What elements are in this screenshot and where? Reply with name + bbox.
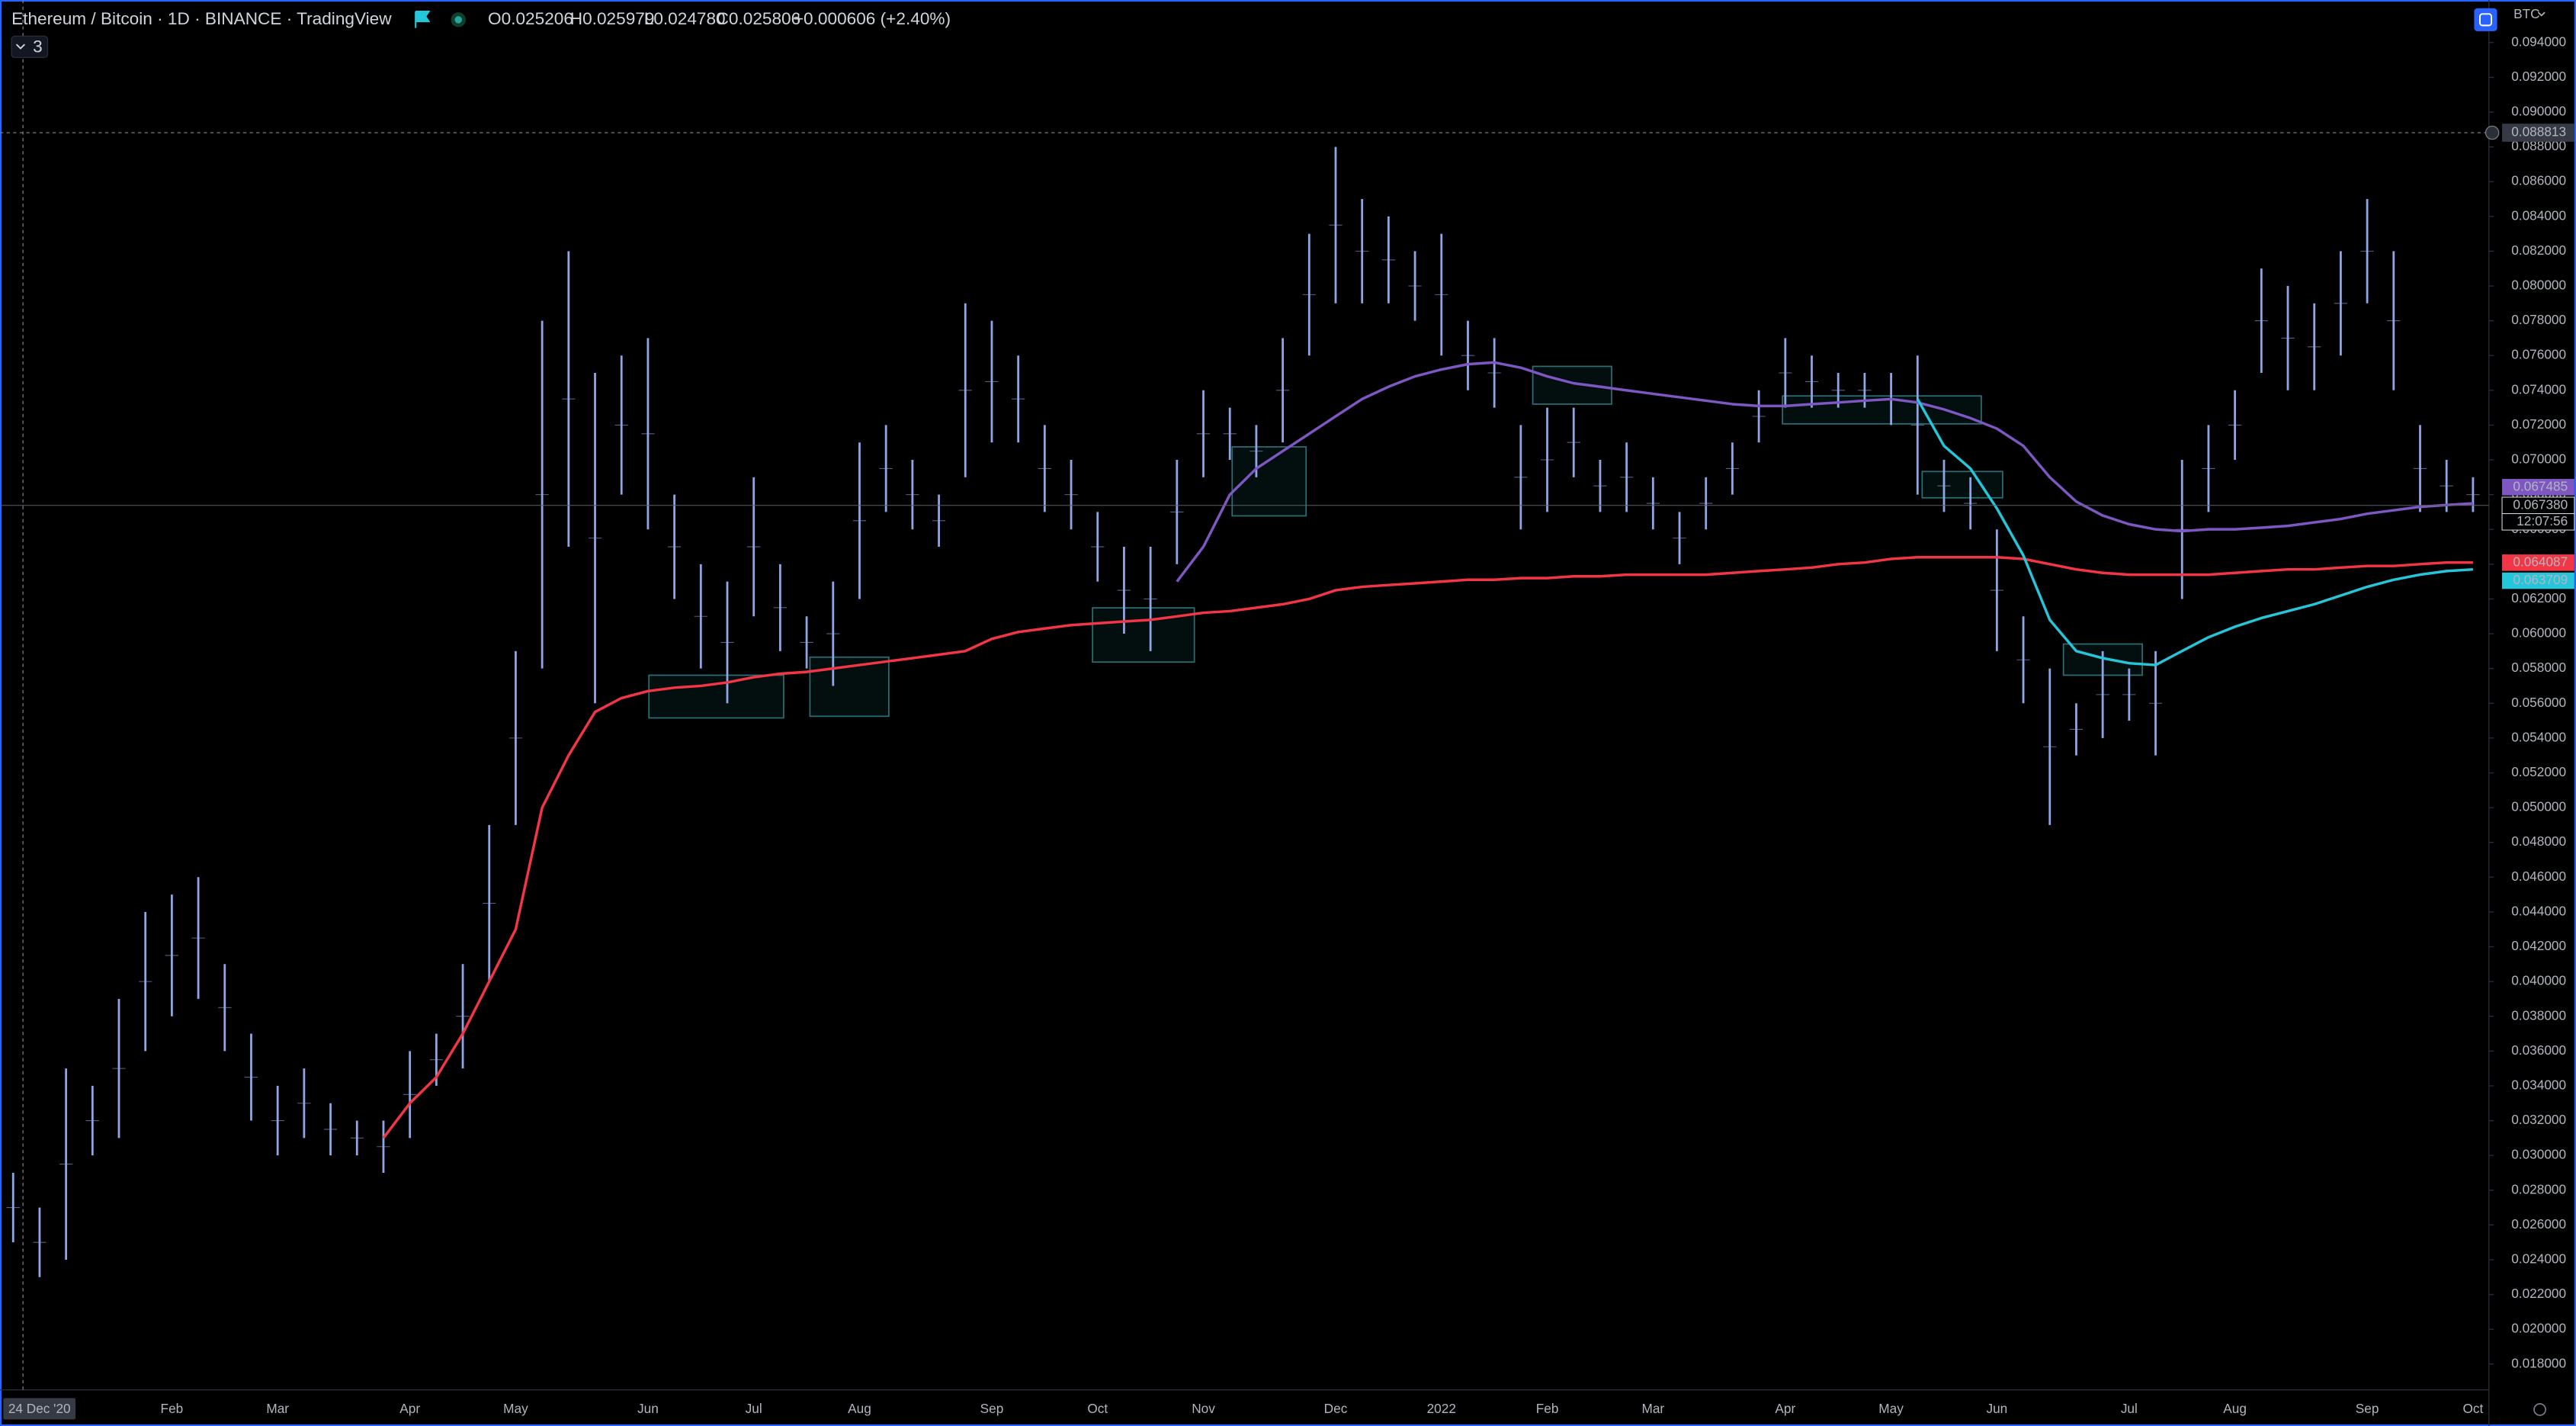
x-tick-label: Feb xyxy=(1536,1401,1559,1416)
moving-average xyxy=(1176,361,2473,583)
x-tick-label: Feb xyxy=(161,1401,184,1416)
price-label-box xyxy=(2502,554,2574,571)
y-tick-label: 0.038000 xyxy=(2511,1007,2566,1023)
x-tick-label: Aug xyxy=(848,1401,871,1416)
y-tick-label: 0.086000 xyxy=(2511,173,2566,188)
y-tick-label: 0.074000 xyxy=(2511,381,2566,397)
y-tick-label: 0.024000 xyxy=(2511,1251,2566,1267)
add-alert-icon xyxy=(2485,125,2500,140)
y-tick-label: 0.070000 xyxy=(2511,451,2566,467)
axes: 0.018000 0.020000 0.022000 0.024000 0.026000… xyxy=(0,34,2575,1420)
y-tick-label: 0.088000 xyxy=(2511,138,2566,153)
y-tick-label: 0.082000 xyxy=(2511,242,2566,258)
y-tick-label: 0.060000 xyxy=(2511,625,2566,641)
y-tick-label: 0.058000 xyxy=(2511,660,2566,675)
y-tick-label: 0.050000 xyxy=(2511,799,2566,814)
settings-icon xyxy=(2478,13,2492,27)
price-label-box xyxy=(2502,572,2574,589)
x-tick-label: Mar xyxy=(1642,1401,1665,1416)
axis-settings-icon[interactable] xyxy=(2533,1403,2546,1416)
price-label: 0.064087 xyxy=(2513,554,2568,569)
y-tick-label: 0.076000 xyxy=(2511,347,2566,362)
x-tick-label: Sep xyxy=(2356,1401,2379,1416)
y-tick-label: 0.018000 xyxy=(2511,1355,2566,1370)
y-tick-label: 0.036000 xyxy=(2511,1042,2566,1058)
ohlc-close: C0.025806 xyxy=(717,9,801,28)
chevron xyxy=(15,43,26,50)
x-tick-label: Aug xyxy=(2223,1401,2247,1416)
y-tick-label: 0.092000 xyxy=(2511,69,2566,84)
y-tick-label: 0.044000 xyxy=(2511,903,2566,918)
y-tick-label: 0.042000 xyxy=(2511,938,2566,953)
crosshair-price: 0.088813 xyxy=(2511,124,2566,140)
moving-average xyxy=(382,556,2473,1139)
price-label: 0.063709 xyxy=(2513,572,2568,587)
x-tick-label: Nov xyxy=(1192,1401,1215,1416)
flag-icon[interactable] xyxy=(415,11,431,28)
y-tick-label: 0.022000 xyxy=(2511,1286,2566,1301)
ohlc-low: L0.024780 xyxy=(644,9,726,28)
x-tick-label: Oct xyxy=(1087,1401,1108,1416)
indicator-count: 3 xyxy=(33,37,43,56)
price-label: 0.067485 xyxy=(2513,478,2568,493)
y-tick-label: 0.032000 xyxy=(2511,1112,2566,1127)
countdown-box xyxy=(2501,512,2575,531)
y-tick-label: 0.084000 xyxy=(2511,207,2566,223)
x-tick-label: May xyxy=(503,1401,528,1416)
status-dot xyxy=(454,16,462,24)
x-tick-label: 24 Dec '20 xyxy=(8,1401,71,1416)
chevron xyxy=(2537,11,2546,17)
y-tick-label: 0.028000 xyxy=(2511,1181,2566,1196)
ohlc-high: H0.025979 xyxy=(570,9,655,28)
y-tick-label: 0.046000 xyxy=(2511,869,2566,884)
price-label: 0.067380 xyxy=(2513,496,2568,512)
ohlc-change: +0.000606 (+2.40%) xyxy=(794,9,951,28)
y-tick-label: 0.072000 xyxy=(2511,416,2566,432)
moving-average xyxy=(1916,398,2473,666)
y-tick-label: 0.080000 xyxy=(2511,278,2566,293)
y-tick-label: 0.078000 xyxy=(2511,312,2566,327)
y-tick-label: 0.020000 xyxy=(2511,1321,2566,1336)
x-tick-label: 2022 xyxy=(1427,1401,1456,1416)
x-tick-label: Jun xyxy=(637,1401,659,1416)
settings-button[interactable] xyxy=(2474,8,2497,31)
countdown: 12:07:56 xyxy=(2517,513,2568,528)
y-tick-label: 0.094000 xyxy=(2511,34,2566,49)
plot xyxy=(0,146,2489,1277)
currency-label[interactable]: BTC xyxy=(2513,6,2539,21)
x-tick-label: Apr xyxy=(399,1401,420,1416)
y-tick-label: 0.048000 xyxy=(2511,833,2566,849)
zone-box xyxy=(648,674,784,719)
crosshair-date-box xyxy=(3,1398,76,1420)
crosshair-price-box xyxy=(2502,124,2574,142)
x-tick-label: Jul xyxy=(746,1401,762,1416)
price-label-box xyxy=(2502,479,2574,496)
y-tick-label: 0.054000 xyxy=(2511,729,2566,744)
x-tick-label: Jul xyxy=(2121,1401,2138,1416)
ohlc-open: O0.025206 xyxy=(488,9,573,28)
x-tick-label: May xyxy=(1878,1401,1904,1416)
zone-box xyxy=(1921,471,2003,499)
y-tick-label: 0.062000 xyxy=(2511,590,2566,605)
x-tick-label: Jun xyxy=(1986,1401,2007,1416)
indicators-toggle[interactable] xyxy=(11,35,49,59)
x-tick-label: Sep xyxy=(980,1401,1004,1416)
y-tick-label: 0.090000 xyxy=(2511,104,2566,119)
y-tick-label: 0.052000 xyxy=(2511,764,2566,779)
zone-box xyxy=(1532,365,1612,405)
x-tick-label: Dec xyxy=(1324,1401,1348,1416)
y-tick-label: 0.030000 xyxy=(2511,1147,2566,1162)
x-tick-label: Apr xyxy=(1775,1401,1795,1416)
symbol-title: Ethereum / Bitcoin · 1D · BINANCE · Trad… xyxy=(11,9,392,28)
x-tick-label: Oct xyxy=(2462,1401,2483,1416)
y-tick-label: 0.026000 xyxy=(2511,1216,2566,1232)
x-tick-label: Mar xyxy=(266,1401,289,1416)
y-tick-label: 0.040000 xyxy=(2511,973,2566,988)
y-tick-label: 0.034000 xyxy=(2511,1077,2566,1092)
y-tick-label: 0.056000 xyxy=(2511,695,2566,710)
